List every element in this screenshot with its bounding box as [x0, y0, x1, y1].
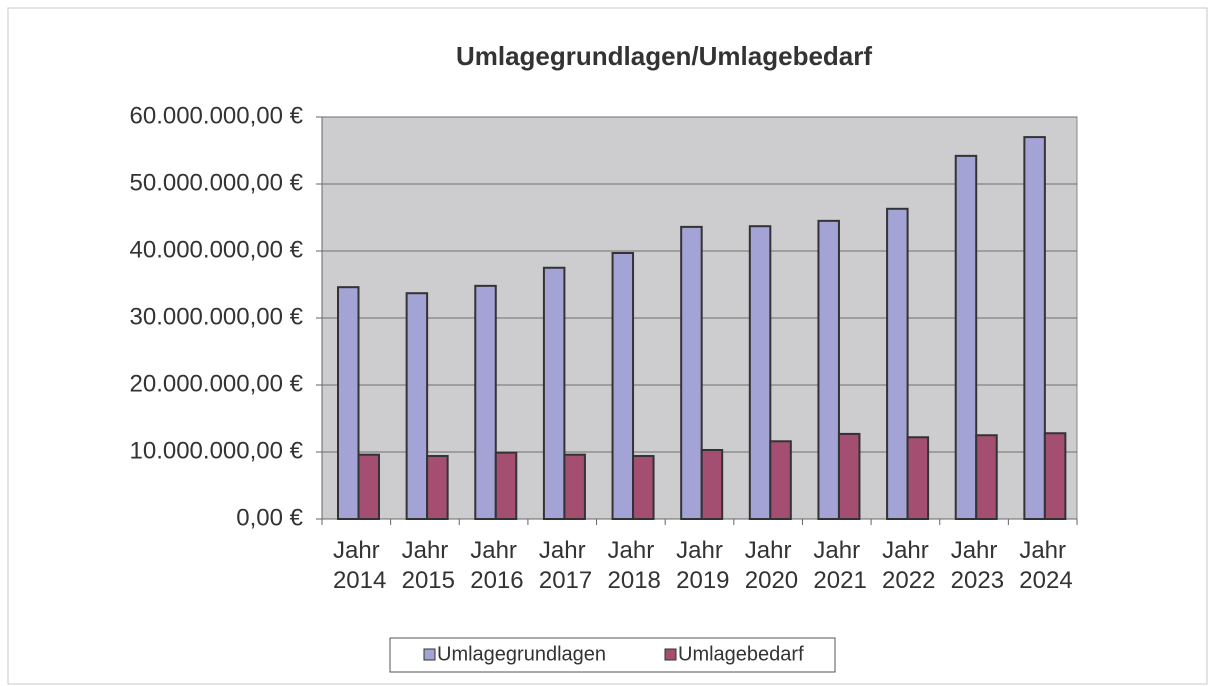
x-tick-label: Jahr 2016 [464, 537, 524, 594]
bar [906, 436, 930, 521]
legend-label: Umlagebedarf [678, 643, 804, 665]
x-tick-label: Jahr 2019 [669, 537, 729, 594]
chart-title: Umlagegrundlagen/Umlagebedarf [456, 41, 872, 71]
bar [426, 455, 449, 520]
bar [611, 252, 635, 520]
bar [474, 284, 497, 520]
x-tick-label: Jahr 2021 [807, 537, 867, 594]
y-tick-label: 20.000.000,00 € [130, 370, 304, 397]
y-tick-label: 30.000.000,00 € [130, 303, 304, 330]
y-tick-label: 40.000.000,00 € [130, 236, 304, 263]
x-tick-label: Jahr 2014 [326, 537, 386, 594]
bar [494, 451, 518, 521]
x-tick-label: Jahr 2023 [944, 537, 1004, 594]
x-tick-label: Jahr 2017 [532, 537, 592, 594]
legend-label: Umlagegrundlagen [437, 643, 606, 665]
bar [563, 453, 586, 520]
bar [817, 219, 840, 520]
legend [389, 637, 836, 673]
x-tick-label: Jahr 2015 [395, 537, 455, 594]
bar [680, 225, 703, 520]
bar [748, 225, 772, 521]
x-tick-label: Jahr 2022 [875, 537, 935, 594]
x-tick-label: Jahr 2018 [601, 537, 661, 594]
bar [769, 440, 792, 520]
x-tick-label: Jahr 2024 [1013, 537, 1073, 594]
legend-swatch [423, 648, 436, 661]
bar [700, 448, 724, 520]
bar [632, 455, 655, 520]
bar [975, 434, 998, 520]
bar [837, 432, 861, 520]
y-tick-label: 60.000.000,00 € [130, 102, 304, 129]
y-tick-label: 50.000.000,00 € [130, 169, 304, 196]
bar [337, 286, 360, 520]
x-tick-label: Jahr 2020 [738, 537, 798, 594]
y-tick-label: 10.000.000,00 € [130, 437, 304, 464]
bar [886, 207, 909, 520]
bar [542, 266, 566, 520]
bar [1023, 136, 1046, 520]
bar [357, 453, 380, 520]
bar [954, 154, 978, 521]
bar [1043, 432, 1067, 520]
y-tick-label: 0,00 € [236, 504, 303, 531]
legend-swatch [664, 648, 677, 661]
bar [405, 292, 429, 520]
